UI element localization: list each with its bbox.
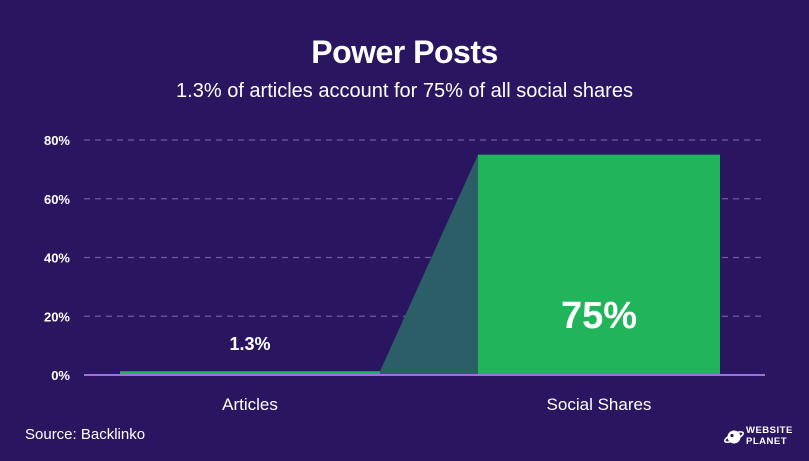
y-tick-label: 60% — [44, 192, 70, 207]
chart-subtitle: 1.3% of articles account for 75% of all … — [176, 80, 633, 102]
logo-line-1: WEBSITE — [746, 425, 793, 436]
logo-line-2: PLANET — [746, 436, 787, 447]
website-planet-logo: WEBSITE PLANET — [724, 424, 796, 450]
x-category-label: Articles — [222, 395, 278, 414]
y-tick-label: 0% — [51, 368, 70, 383]
chart-title: Power Posts — [311, 34, 498, 70]
data-label-social-shares: 75% — [561, 295, 637, 337]
connector-wedge — [380, 154, 478, 375]
bar-articles — [120, 371, 380, 375]
y-tick-label: 40% — [44, 251, 70, 266]
y-tick-label: 80% — [44, 133, 70, 148]
data-label-articles: 1.3% — [229, 334, 270, 354]
x-category-label: Social Shares — [547, 395, 652, 414]
source-note: Source: Backlinko — [25, 426, 146, 443]
bar-social-shares — [478, 154, 720, 375]
y-tick-label: 20% — [44, 309, 70, 324]
planet-icon — [724, 430, 744, 444]
logo-text: WEBSITE PLANET — [746, 425, 793, 447]
